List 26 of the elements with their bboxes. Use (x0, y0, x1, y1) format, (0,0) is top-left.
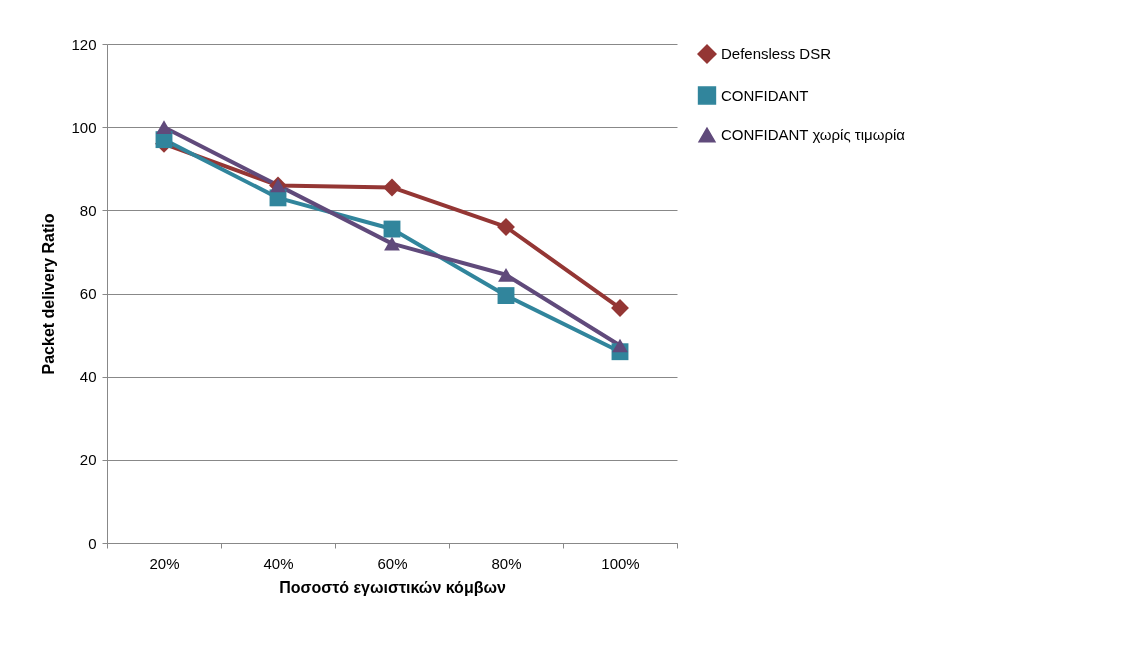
y-tick-label: 100 (71, 118, 97, 136)
point (497, 287, 515, 305)
x-tick-label: 100% (601, 554, 640, 572)
point (383, 220, 401, 238)
y-tick-label: 120 (71, 35, 97, 53)
x-tick-label: 80% (491, 554, 522, 572)
x-tick-label: 60% (377, 554, 408, 572)
y-tick-label: 80 (79, 201, 97, 219)
point (383, 178, 401, 197)
y-tick-label: 0 (88, 534, 97, 552)
y-tick-label: 40 (79, 368, 97, 386)
point (497, 218, 515, 236)
y-tick-label: 60 (79, 285, 97, 302)
legend-label: Defensless DSR (721, 45, 832, 62)
point (612, 338, 628, 353)
legend-label: CONFIDANT (721, 86, 809, 104)
x-axis-title: Ποσοστό εγωιστικών κόμβων (279, 578, 506, 596)
legend-label: CONFIDANT χωρίς τιμωρία (721, 126, 906, 143)
point (384, 236, 400, 251)
x-tick-label: 40% (263, 554, 294, 572)
y-tick-label: 20 (79, 451, 97, 469)
x-tick-label: 20% (149, 554, 180, 572)
y-axis-title: Packet delivery Ratio (40, 213, 58, 375)
point (156, 120, 172, 135)
point (611, 299, 629, 317)
point (498, 267, 514, 282)
